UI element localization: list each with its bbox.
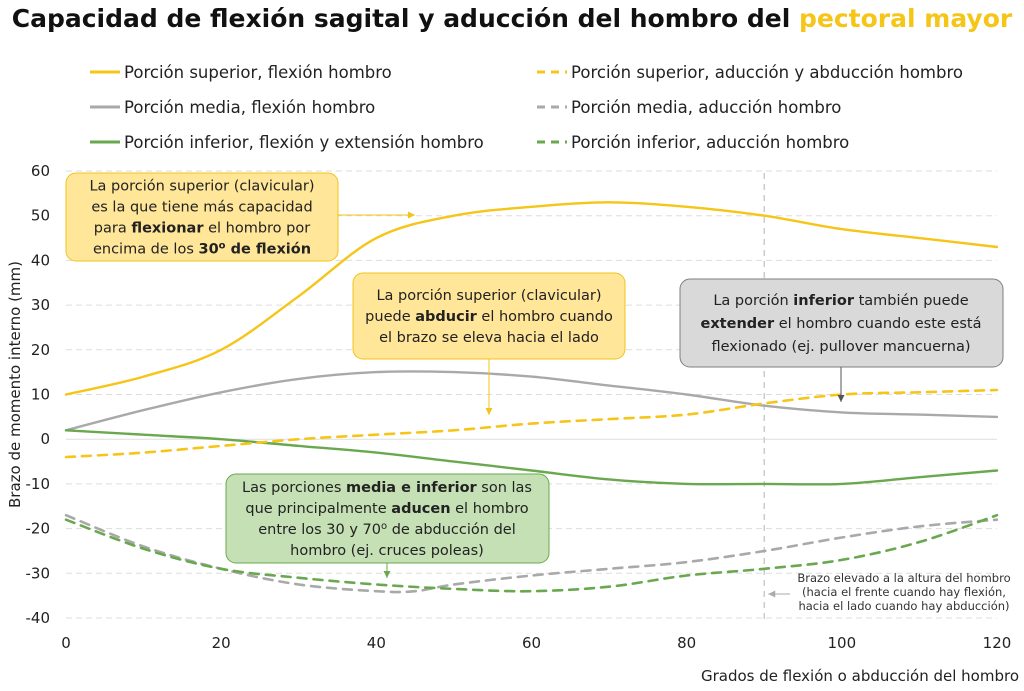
annotation-arrowhead xyxy=(485,408,493,415)
annotation-line: extender el hombro cuando este está xyxy=(701,316,982,332)
annotation-line: el brazo se eleva hacia el lado xyxy=(379,330,599,346)
annotation-line: Las porciones media e inferior son las xyxy=(242,480,532,496)
legend-label: Porción inferior, aducción hombro xyxy=(571,133,849,152)
annotation-segment: aducen xyxy=(391,501,450,517)
annotation-line: La porción superior (clavicular) xyxy=(376,288,601,304)
annotation-line: hombro (ej. cruces poleas) xyxy=(290,543,484,559)
annotation-segment: La porción superior (clavicular) xyxy=(89,179,314,195)
annotation-segment: de abducción del xyxy=(387,522,516,538)
annotation-segment: puede xyxy=(365,309,415,325)
x-tick-label: 40 xyxy=(367,634,386,652)
legend-label: Porción superior, flexión hombro xyxy=(124,63,392,82)
annotation-line: para flexionar el hombro por xyxy=(94,221,310,237)
annotation-superscript: o xyxy=(219,240,226,251)
y-tick-label: 60 xyxy=(31,162,50,180)
title-main: Capacidad de flexión sagital y aducción … xyxy=(12,4,799,33)
annotation-segment: La porción xyxy=(713,293,793,309)
annotation-segment: Las porciones xyxy=(242,480,346,496)
y-axis-label: Brazo de momento interno (mm) xyxy=(6,261,24,508)
series-line-superior-flexion xyxy=(64,201,999,396)
annotation-segment: es la que tiene más capacidad xyxy=(91,200,312,216)
series-line-media-flexion xyxy=(64,370,999,432)
annotation-line: puede abducir el hombro cuando xyxy=(365,309,613,325)
y-tick-label: 20 xyxy=(31,341,50,359)
annotation-segment: flexionado (ej. pullover mancuerna) xyxy=(712,339,971,355)
annotation-line: La porción superior (clavicular) xyxy=(89,179,314,195)
x-tick-label: 20 xyxy=(212,634,231,652)
annot-superior-abduccion: La porción superior (clavicular) puede ab… xyxy=(352,272,626,360)
series-line-inferior-aduccion xyxy=(64,513,999,593)
y-tick-label: -40 xyxy=(26,609,51,627)
annotation-box xyxy=(65,172,339,262)
y-tick-label: 50 xyxy=(31,207,50,225)
y-tick-label: -30 xyxy=(26,564,51,582)
annotation-segment: el hombro por xyxy=(203,221,310,237)
x-tick-label: 0 xyxy=(61,634,71,652)
y-tick-label: 40 xyxy=(31,251,50,269)
annotation-segment: La porción superior (clavicular) xyxy=(376,288,601,304)
annot-inferior-extension: La porción inferior también puede extende… xyxy=(679,278,1004,368)
x-tick-label: 60 xyxy=(522,634,541,652)
x-tick-label: 120 xyxy=(983,634,1012,652)
annotation-segment: son las xyxy=(477,480,532,496)
annotation-arrowhead xyxy=(383,571,391,578)
x-axis-label: Grados de flexión o abducción del hombro xyxy=(701,667,1019,685)
annotation-segment: para xyxy=(94,221,132,237)
legend-label: Porción media, flexión hombro xyxy=(124,98,375,117)
annotation-segment: el hombro cuando xyxy=(477,309,613,325)
annotation-segment: inferior xyxy=(793,293,855,309)
reference-note-arrowhead xyxy=(768,590,776,598)
x-tick-label: 80 xyxy=(677,634,696,652)
annotation-segment: entre los 30 y 70 xyxy=(258,522,381,538)
annotation-segment: encima de los xyxy=(93,242,199,258)
annotation-line: es la que tiene más capacidad xyxy=(91,200,312,216)
annotation-line: que principalmente aducen el hombro xyxy=(245,501,528,517)
annotation-segment: abducir xyxy=(415,309,477,325)
annotation-segment: de flexión xyxy=(226,242,312,258)
y-tick-label: 30 xyxy=(31,296,50,314)
annotation-line: flexionado (ej. pullover mancuerna) xyxy=(712,339,971,355)
y-tick-label: -20 xyxy=(26,520,51,538)
annotation-segment: el hombro xyxy=(451,501,529,517)
reference-note: (hacia el frente cuando hay flexión, xyxy=(802,585,1006,599)
series-line-superior-aduccion xyxy=(64,388,999,459)
annotation-arrowhead xyxy=(837,395,845,402)
x-tick-label: 100 xyxy=(828,634,857,652)
reference-note: Brazo elevado a la altura del hombro xyxy=(797,571,1010,585)
legend-label: Porción superior, aducción y abducción h… xyxy=(571,63,963,82)
annotation-line: encima de los 30o de flexión xyxy=(93,240,311,258)
annotation-line: La porción inferior también puede xyxy=(713,293,968,309)
annotation-segment: extender xyxy=(701,316,775,332)
annotation-superscript: o xyxy=(381,521,387,532)
annotation-segment: flexionar xyxy=(131,221,204,237)
title-highlight: pectoral mayor xyxy=(799,4,1013,33)
reference-note: hacia el lado cuando hay abducción) xyxy=(798,599,1009,613)
series-line-inferior-flexion xyxy=(64,429,999,486)
y-tick-label: -10 xyxy=(26,475,51,493)
legend-label: Porción inferior, flexión y extensión ho… xyxy=(124,133,484,152)
annotation-segment: el brazo se eleva hacia el lado xyxy=(379,330,599,346)
annotation-segment: que principalmente xyxy=(245,501,391,517)
annotation-arrowhead xyxy=(408,211,415,219)
chart-title: Capacidad de flexión sagital y aducción … xyxy=(12,4,1013,33)
annotation-line: entre los 30 y 70o de abducción del xyxy=(258,521,515,539)
annotation-segment: el hombro cuando este está xyxy=(774,316,981,332)
annotation-segment: 30 xyxy=(198,242,218,258)
annotation-segment: hombro (ej. cruces poleas) xyxy=(290,543,484,559)
annot-media-inferior-aduccion: Las porciones media e inferior son las qu… xyxy=(225,473,550,564)
y-tick-label: 10 xyxy=(31,386,50,404)
y-tick-label: 0 xyxy=(40,430,50,448)
annot-superior-flexion: La porción superior (clavicular) es la qu… xyxy=(65,172,339,262)
annotation-segment: media e inferior xyxy=(346,480,478,496)
legend-label: Porción media, aducción hombro xyxy=(571,98,841,117)
annotation-segment: también puede xyxy=(854,293,969,309)
